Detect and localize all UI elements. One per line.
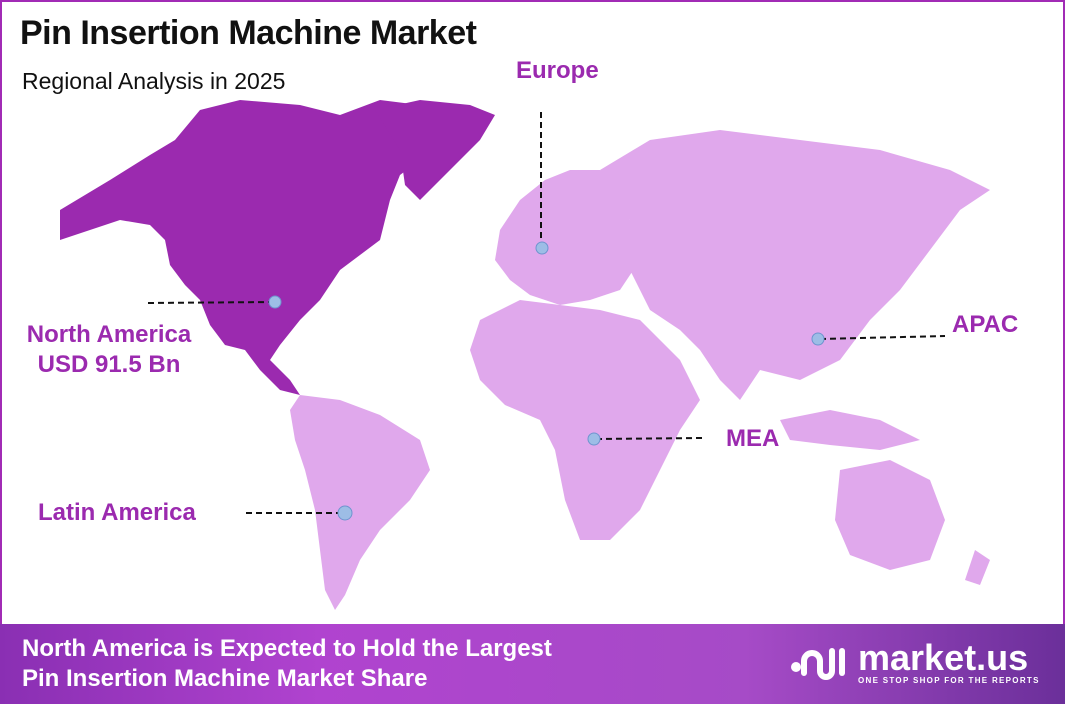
australia-region — [835, 460, 945, 570]
apac-label: APAC — [952, 311, 1019, 338]
apac-callout-line — [819, 335, 946, 340]
footer-message: North America is Expected to Hold the La… — [22, 634, 552, 694]
north-america-label: North America USD 91.5 Bn — [14, 320, 204, 380]
logo-name: market.us — [858, 637, 1029, 678]
asia-region — [600, 130, 990, 400]
na-marker — [268, 295, 282, 309]
marketus-logo-icon — [791, 647, 845, 680]
europe-label: Europe — [516, 57, 599, 84]
mea-region — [470, 300, 700, 540]
marketus-logo: market.us ONE STOP SHOP FOR THE REPORTS — [790, 640, 1040, 685]
world-map — [60, 100, 990, 610]
new-zealand-region — [965, 550, 990, 585]
latin-america-region — [290, 395, 430, 610]
north-america-region — [60, 100, 440, 395]
north-america-name: North America — [26, 321, 192, 348]
chart-subtitle: Regional Analysis in 2025 — [22, 68, 286, 94]
footer-line-1: North America is Expected to Hold the La… — [22, 635, 552, 662]
europe-region — [495, 170, 640, 305]
footer-line-2: Pin Insertion Machine Market Share — [22, 665, 428, 692]
mea-marker — [587, 432, 601, 446]
latin-america-label: Latin America — [38, 499, 196, 526]
footer-banner: North America is Expected to Hold the La… — [0, 624, 1065, 704]
chart-title: Pin Insertion Machine Market — [20, 14, 477, 52]
europe-marker — [535, 241, 549, 255]
mea-callout-line — [595, 437, 703, 440]
se-asia-islands — [780, 410, 920, 450]
greenland-region — [375, 100, 495, 200]
north-america-value: USD 91.5 Bn — [37, 351, 181, 378]
logo-tagline: ONE STOP SHOP FOR THE REPORTS — [858, 676, 1040, 685]
latam-marker — [337, 505, 353, 521]
mea-label: MEA — [726, 425, 780, 452]
na-callout-line — [147, 301, 274, 304]
apac-marker — [811, 332, 825, 346]
